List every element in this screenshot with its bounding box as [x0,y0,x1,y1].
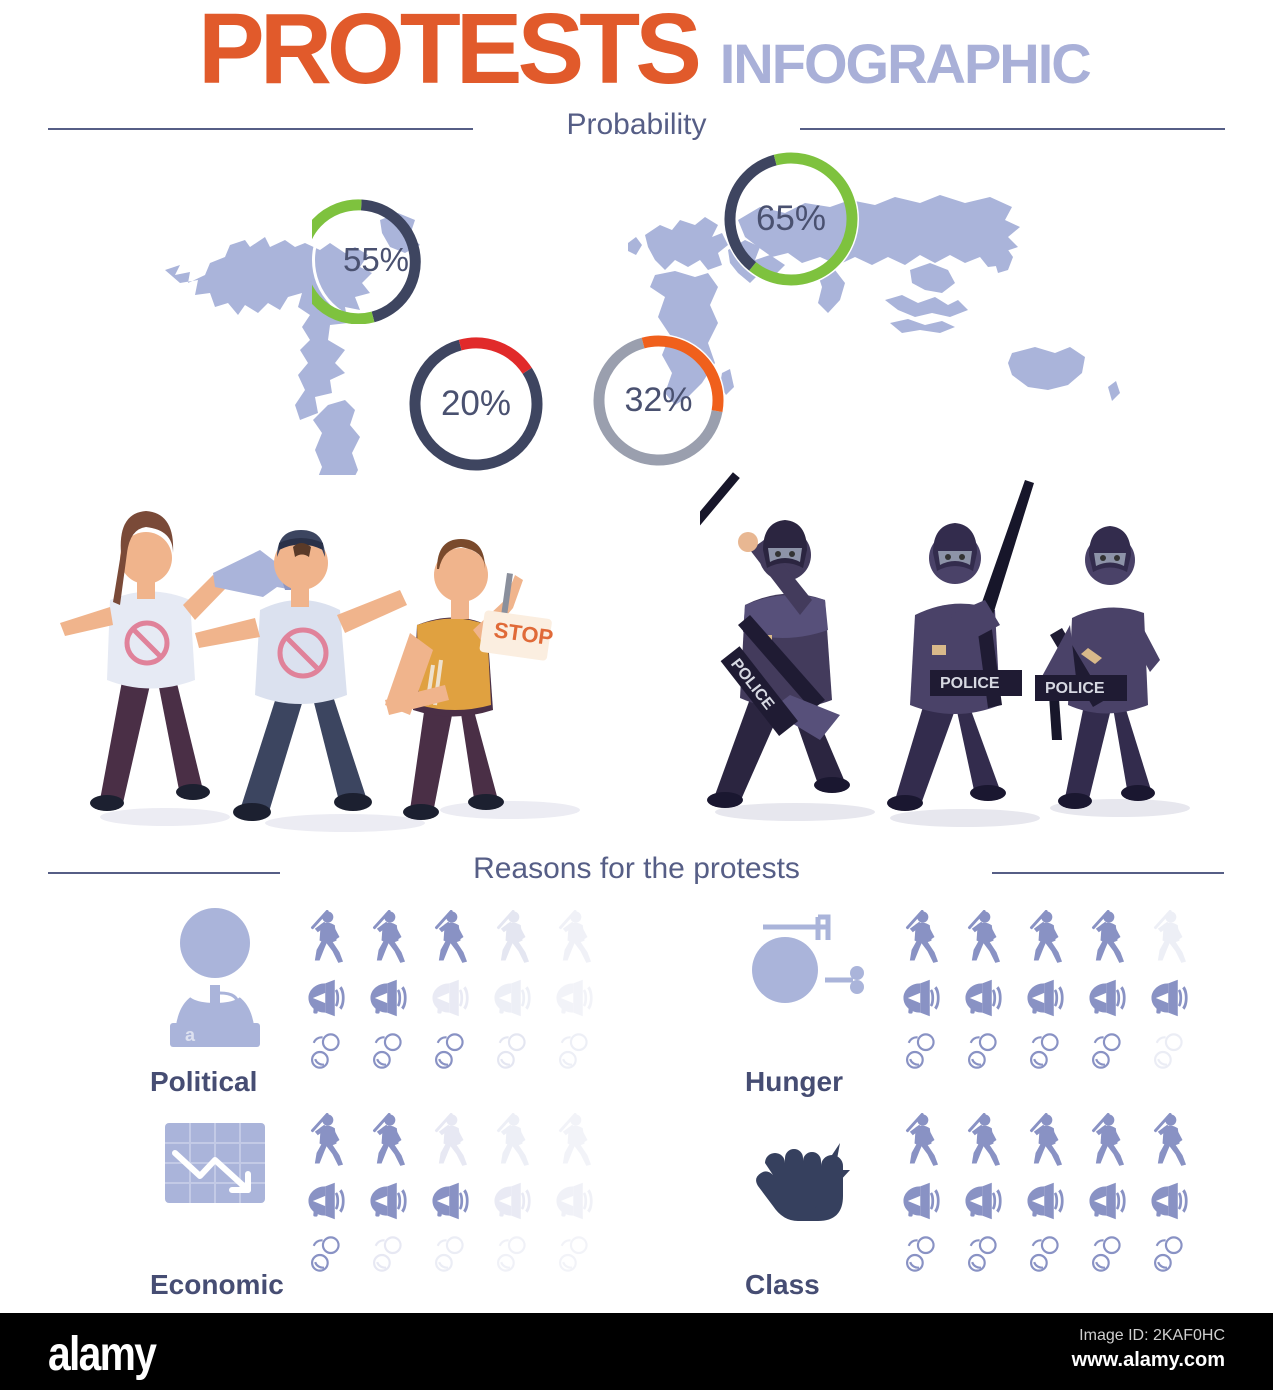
svg-text:a: a [185,1025,196,1045]
svg-text:POLICE: POLICE [940,675,1000,692]
svg-text:POLICE: POLICE [1045,680,1105,697]
